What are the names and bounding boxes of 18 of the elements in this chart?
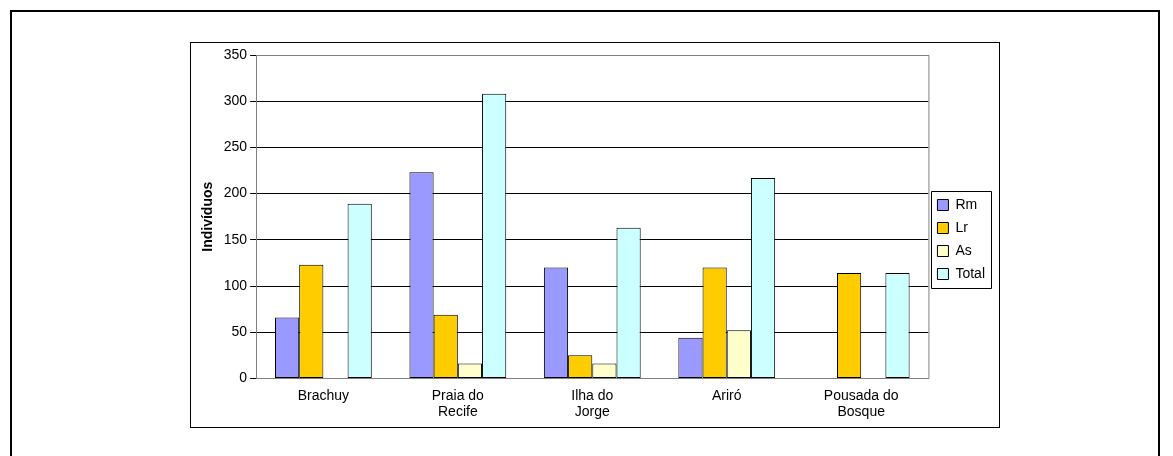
legend-label: Lr bbox=[955, 218, 969, 235]
x-tick-label: Ariró bbox=[711, 386, 742, 403]
legend-label: Rm bbox=[955, 195, 978, 212]
y-tick-label: 300 bbox=[223, 92, 248, 109]
x-tick-label: Ilha do Jorge bbox=[571, 386, 614, 420]
legend-label: Total bbox=[955, 264, 986, 281]
y-tick-label: 100 bbox=[223, 276, 248, 293]
x-tick-label: Pousada do Bosque bbox=[823, 386, 899, 420]
y-tick-label: 50 bbox=[231, 323, 248, 340]
x-tick-label: Praia do Recife bbox=[431, 386, 485, 420]
legend-label: As bbox=[955, 241, 972, 258]
y-tick-label: 250 bbox=[223, 138, 248, 155]
y-tick-label: 200 bbox=[223, 184, 248, 201]
y-tick-label: 350 bbox=[223, 45, 248, 62]
y-tick-label: 0 bbox=[239, 369, 248, 386]
x-tick-label: Brachuy bbox=[297, 386, 350, 403]
y-tick-label: 150 bbox=[223, 230, 248, 247]
y-axis-title: Indivíduos bbox=[199, 181, 216, 252]
